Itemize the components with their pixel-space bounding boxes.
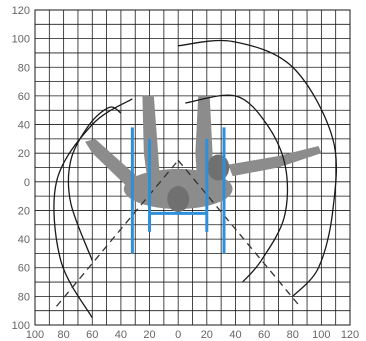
y-tick-label: 20: [18, 148, 30, 160]
y-tick-label: 60: [18, 263, 30, 275]
right-extended-arm-shape: [228, 146, 322, 177]
y-tick-label: 100: [12, 34, 30, 46]
x-tick-label: 60: [86, 329, 98, 341]
x-tick-label: 100: [312, 329, 330, 341]
y-tick-label: 80: [18, 62, 30, 74]
dashed-right-line: [177, 159, 301, 307]
x-tick-label: 120: [341, 329, 359, 341]
dashed-lines: [55, 159, 301, 307]
y-tick-label: 40: [18, 120, 30, 132]
dashed-left-line: [55, 159, 179, 307]
y-tick-label: 100: [12, 320, 30, 332]
x-tick-label: 40: [115, 329, 127, 341]
y-tick-label: 80: [18, 291, 30, 303]
second-head-shape: [207, 154, 230, 181]
reach-curves: [53, 39, 338, 319]
y-tick-label: 120: [12, 5, 30, 17]
x-tick-label: 0: [175, 329, 181, 341]
x-tick-label: 80: [58, 329, 70, 341]
y-tick-label: 60: [18, 91, 30, 103]
outer-right-arc-curve: [178, 39, 338, 297]
x-tick-label: 40: [229, 329, 241, 341]
grid-frame: [34, 9, 351, 326]
x-tick-label: 20: [201, 329, 213, 341]
x-tick-label: 20: [143, 329, 155, 341]
head-shape: [167, 186, 190, 212]
support-rails: [130, 127, 226, 254]
tick-labels: 100 80 60 40 20 0 20 40 60 80 100 120 120 100 80 60 40 20…: [12, 5, 360, 341]
grid: [34, 9, 351, 326]
y-tick-label: 0: [24, 177, 30, 189]
x-tick-label: 80: [287, 329, 299, 341]
left-raised-arm-shape: [142, 95, 161, 197]
inner-right-arc-curve: [185, 94, 289, 283]
x-tick-label: 60: [258, 329, 270, 341]
y-tick-label: 40: [18, 234, 30, 246]
y-tick-label: 20: [18, 205, 30, 217]
inner-left-arc-curve: [67, 106, 122, 261]
left-extended-arm-shape: [85, 138, 147, 199]
right-raised-arm-shape: [195, 95, 213, 197]
x-tick-label: 100: [26, 329, 44, 341]
outer-left-arc-curve: [53, 98, 133, 319]
